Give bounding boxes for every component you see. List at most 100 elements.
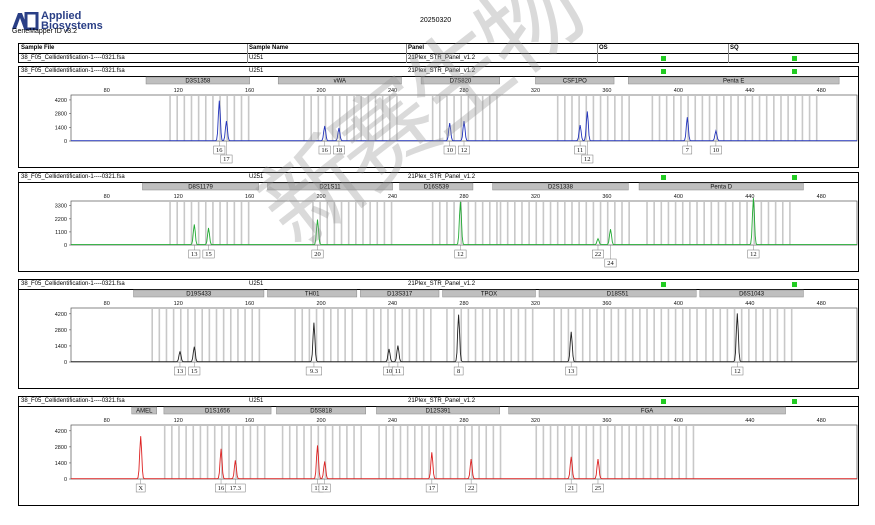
allele-bin [158, 309, 161, 362]
marker-bin: FGA [508, 406, 786, 415]
allele-bin [176, 202, 178, 245]
x-tick-label: 120 [174, 194, 183, 200]
panel-panel-name: 21Plex_STR_Panel_v1.2 [408, 174, 476, 180]
allele-bin [599, 202, 602, 245]
allele-bin [578, 96, 580, 141]
marker-bin: D18S51 [538, 289, 697, 298]
allele-bin [733, 309, 736, 362]
allele-bin [660, 202, 663, 245]
allele-bin [430, 309, 432, 362]
allele-call-label: 16 [218, 485, 225, 492]
os-quality-flag [661, 175, 666, 180]
allele-bin [428, 426, 430, 479]
allele-bin [346, 426, 348, 479]
allele-bin [549, 202, 552, 245]
allele-bin [815, 96, 818, 141]
allele-bin [585, 426, 588, 479]
allele-bin [183, 202, 186, 245]
x-tick-label: 200 [316, 88, 325, 94]
trace-line [71, 436, 857, 480]
allele-bin [681, 309, 684, 362]
allele-bin [303, 96, 305, 141]
allele-bin [744, 96, 747, 141]
allele-bin [712, 309, 714, 362]
allele-bin [442, 426, 445, 479]
panel-title-row: 38_F05_Cellidentification-1----0321.fsa U… [19, 173, 858, 183]
col-sample-name: Sample Name [249, 45, 289, 51]
allele-bin [467, 96, 470, 141]
allele-bin [621, 96, 623, 141]
allele-bin [413, 426, 416, 479]
x-tick-label: 160 [245, 194, 254, 200]
allele-bin [422, 309, 425, 362]
allele-bin [535, 202, 538, 245]
allele-bin [578, 202, 580, 245]
allele-bin [746, 202, 748, 245]
allele-call-label: 20 [314, 251, 321, 258]
allele-call-label: 16 [216, 147, 223, 154]
allele-call: 11 [391, 366, 404, 376]
allele-bin [351, 309, 354, 362]
allele-call-label: 11 [314, 485, 320, 492]
allele-bin [322, 309, 325, 362]
allele-call: 18 [333, 145, 345, 155]
allele-call: 8 [453, 366, 464, 376]
allele-bin [212, 96, 214, 141]
allele-call-label: 17 [223, 156, 230, 163]
x-tick-label: 160 [245, 88, 254, 94]
allele-call-label: 12 [461, 147, 468, 154]
allele-bin [687, 96, 689, 141]
allele-bin [226, 96, 229, 141]
allele-bin [685, 426, 688, 479]
allele-bin [621, 426, 623, 479]
sample-info-data-row: 38_F05_Cellidentification-1----0321.fsa … [19, 54, 858, 63]
panel-title-row: 38_F05_Cellidentification-1----0321.fsa U… [19, 280, 858, 290]
software-version: GeneMapper ID v3.2 [12, 28, 77, 35]
y-tick-label: 3300 [55, 204, 67, 210]
x-tick-label: 120 [174, 418, 183, 424]
marker-label: D18S51 [607, 292, 629, 298]
allele-bin [680, 96, 682, 141]
allele-bin [362, 202, 364, 245]
allele-bin [360, 426, 362, 479]
allele-bin [503, 309, 505, 362]
marker-label: D7S820 [450, 79, 472, 85]
y-tick-label: 0 [64, 477, 67, 483]
allele-bin [399, 426, 402, 479]
allele-bin [310, 96, 312, 141]
allele-bin [281, 426, 284, 479]
allele-bin [256, 426, 259, 479]
allele-bin [163, 426, 166, 479]
marker-bin: D12S391 [376, 406, 500, 415]
allele-bin [197, 202, 200, 245]
allele-bin [696, 202, 698, 245]
allele-bin [578, 426, 580, 479]
allele-bin [360, 96, 362, 141]
allele-bin [338, 96, 341, 141]
allele-call-label: 15 [191, 368, 198, 375]
allele-bin [178, 426, 180, 479]
marker-bin: D1S1656 [163, 406, 272, 415]
allele-call: 16 [213, 145, 226, 155]
x-tick-label: 320 [531, 418, 540, 424]
panel-value: 21Plex_STR_Panel_v1.2 [408, 55, 476, 61]
allele-bin [531, 309, 534, 362]
allele-bin [514, 202, 516, 245]
panel-sample-file: 38_F05_Cellidentification-1----0321.fsa [21, 398, 125, 404]
x-tick-label: 240 [388, 88, 397, 94]
allele-bin [344, 309, 346, 362]
allele-bin [705, 309, 707, 362]
allele-bin [574, 309, 577, 362]
x-tick-label: 280 [459, 88, 468, 94]
allele-bin [599, 426, 602, 479]
allele-bin [589, 309, 591, 362]
marker-label: D16S539 [424, 185, 450, 191]
allele-bin [294, 309, 296, 362]
allele-bin [251, 309, 254, 362]
allele-bin [592, 96, 595, 141]
allele-bin [581, 309, 584, 362]
allele-bin [453, 96, 455, 141]
allele-call: 16 [215, 483, 228, 493]
allele-bin [408, 309, 411, 362]
allele-bin [310, 426, 312, 479]
